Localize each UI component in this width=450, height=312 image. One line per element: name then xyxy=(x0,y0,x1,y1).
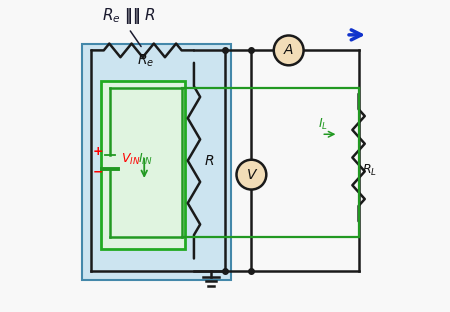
Text: A: A xyxy=(284,43,293,57)
Text: $I_{IN}$: $I_{IN}$ xyxy=(138,152,153,167)
Text: $I_L$: $I_L$ xyxy=(318,117,328,133)
Circle shape xyxy=(237,160,266,190)
Bar xyxy=(101,81,184,249)
Text: $R_L$: $R_L$ xyxy=(362,163,377,178)
Text: $R_e$ $\mathbf{\|}$$\mathbf{\|}$ $R$: $R_e$ $\mathbf{\|}$$\mathbf{\|}$ $R$ xyxy=(102,6,156,26)
Text: $R_e$: $R_e$ xyxy=(137,53,154,69)
Bar xyxy=(82,44,231,280)
Text: V: V xyxy=(247,168,256,182)
Text: −: − xyxy=(93,166,104,179)
Text: $V_{IN}$: $V_{IN}$ xyxy=(121,152,140,167)
Circle shape xyxy=(274,36,304,65)
Text: +: + xyxy=(93,145,104,158)
Text: $R$: $R$ xyxy=(204,154,215,168)
